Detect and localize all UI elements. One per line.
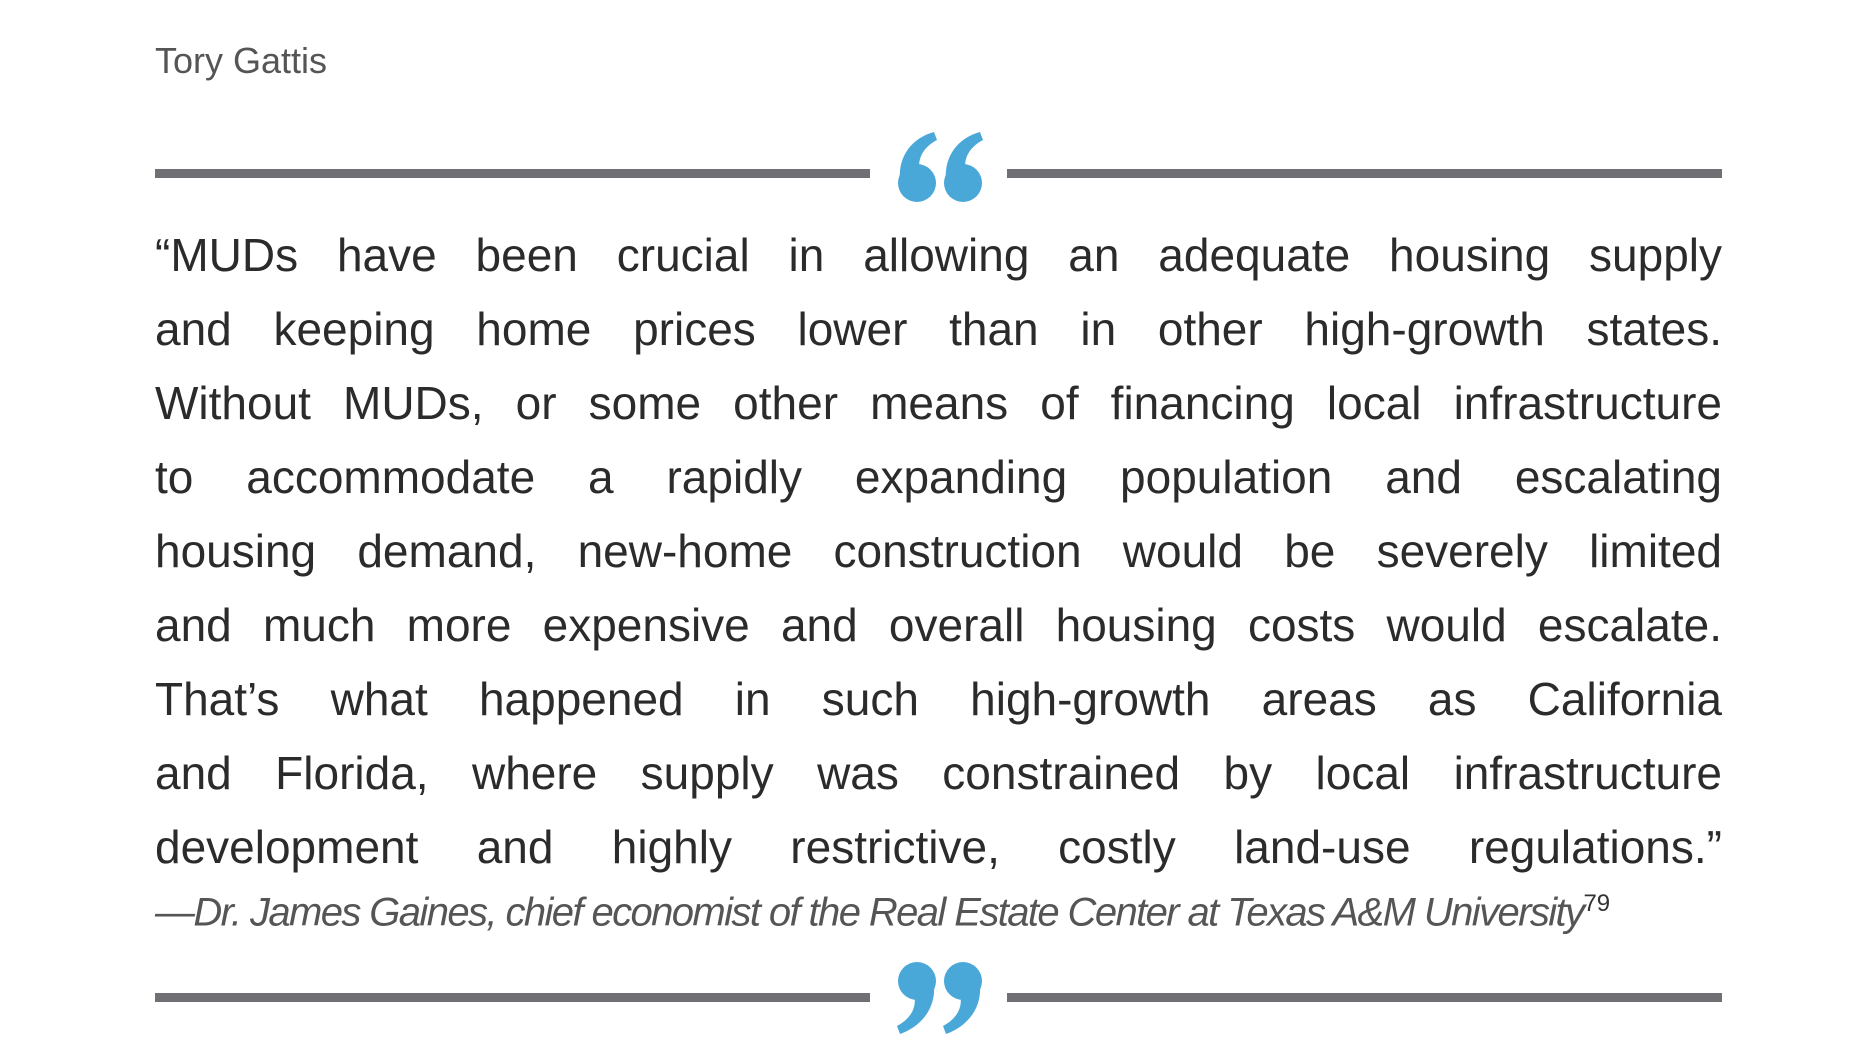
rule	[155, 169, 870, 178]
quote-line: Without MUDs, or some other means of fin…	[155, 377, 1722, 429]
quote-text: “MUDs have been crucial in allowing an a…	[155, 218, 1722, 884]
quote-line: and Florida, where supply was constraine…	[155, 747, 1722, 799]
quote-line: development and highly restrictive, cost…	[155, 821, 1722, 873]
close-quote-icon	[897, 962, 982, 1034]
quote-line: and keeping home prices lower than in ot…	[155, 303, 1722, 355]
attribution: —Dr. James Gaines, chief economist of th…	[155, 890, 1722, 935]
rule	[1007, 169, 1722, 178]
quote-line: “MUDs have been crucial in allowing an a…	[155, 229, 1722, 281]
rule	[1007, 993, 1722, 1002]
quote-line: housing demand, new-home construction wo…	[155, 525, 1722, 577]
open-quote-icon	[898, 132, 983, 202]
quote-line: to accommodate a rapidly expanding popul…	[155, 451, 1722, 503]
rule	[155, 993, 870, 1002]
author: Tory Gattis	[155, 40, 328, 81]
footnote-ref: 79	[1583, 890, 1611, 917]
quote-line: and much more expensive and overall hous…	[155, 599, 1722, 651]
quote-line: That’s what happened in such high-growth…	[155, 673, 1722, 725]
attribution-text: —Dr. James Gaines, chief economist of th…	[155, 890, 1585, 935]
